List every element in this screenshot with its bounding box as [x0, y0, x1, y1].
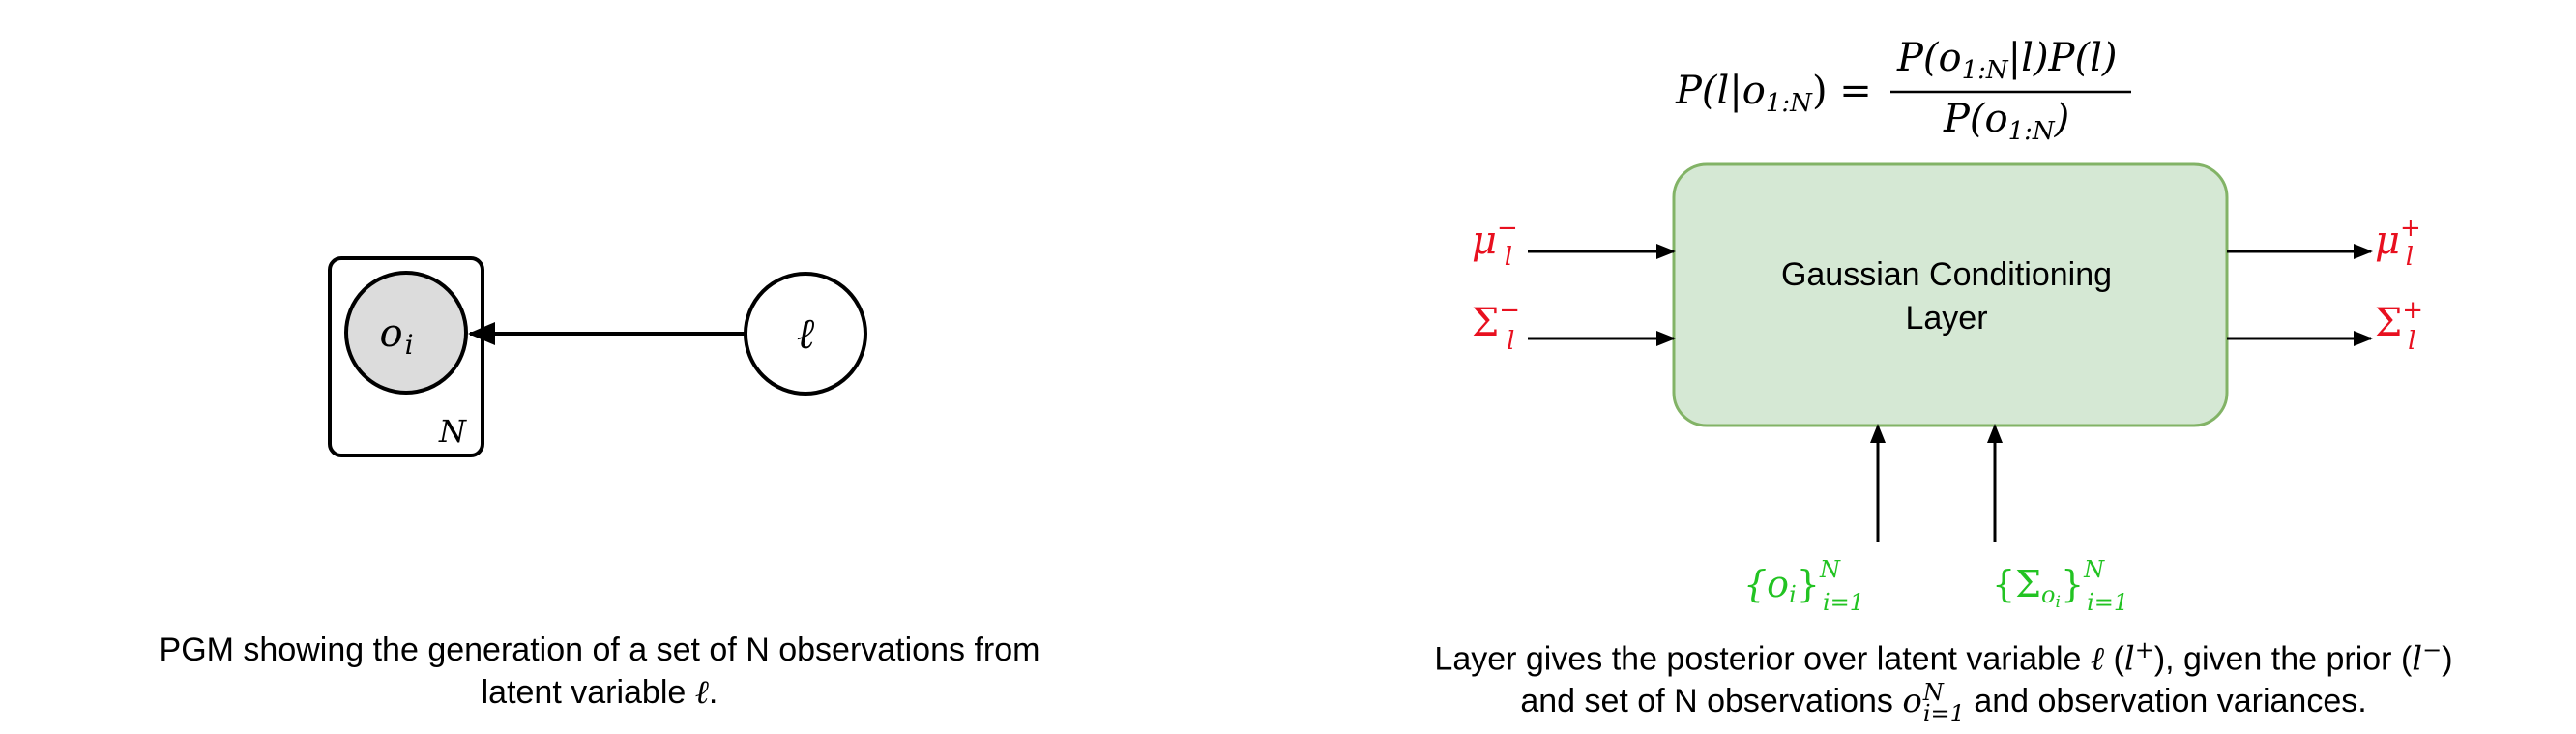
observed-node [344, 271, 468, 395]
plate-label: N [438, 413, 467, 450]
equation-lhs: P(l|o1:N) = [1675, 69, 1872, 118]
gaussian-conditioning-layer: Gaussian Conditioning Layer [1672, 162, 2229, 427]
output-sigma-label: Σ+ l [2375, 296, 2423, 356]
latent-node-label: ℓ [797, 309, 815, 359]
equation-denominator: P(o1:N) [1943, 97, 2069, 146]
pgm-caption-line2: latent variable ℓ. [481, 673, 718, 712]
bayes-equation: P(l|o1:N) = P(o1:N|l)P(l) P(o1:N) [1675, 36, 2131, 146]
pgm-diagram: oi N ℓ [328, 256, 867, 457]
layer-box [1672, 162, 2229, 427]
layer-caption: Layer gives the posterior over latent va… [1334, 629, 2553, 728]
equation-numerator: P(o1:N|l)P(l) [1896, 36, 2117, 85]
input-sigma-label: Σ− l [1472, 296, 1520, 356]
plate [328, 256, 484, 457]
layer-box-label-line2: Layer [1905, 300, 1987, 337]
pgm-caption-line1: PGM showing the generation of a set of N… [159, 631, 1040, 668]
var-set-label: {Σoi}N i=1 [1992, 556, 2128, 616]
layer-caption-line1: Layer gives the posterior over latent va… [1434, 636, 2453, 679]
output-mu-label: μ+ l [2375, 214, 2421, 272]
layer-box-label-line1: Gaussian Conditioning [1781, 256, 2112, 293]
observed-node-label: oi [379, 311, 413, 361]
obs-set-label: {oi}N i=1 [1743, 556, 1864, 616]
input-mu-label: μ− l [1472, 214, 1518, 272]
pgm-caption: PGM showing the generation of a set of N… [58, 629, 1141, 714]
